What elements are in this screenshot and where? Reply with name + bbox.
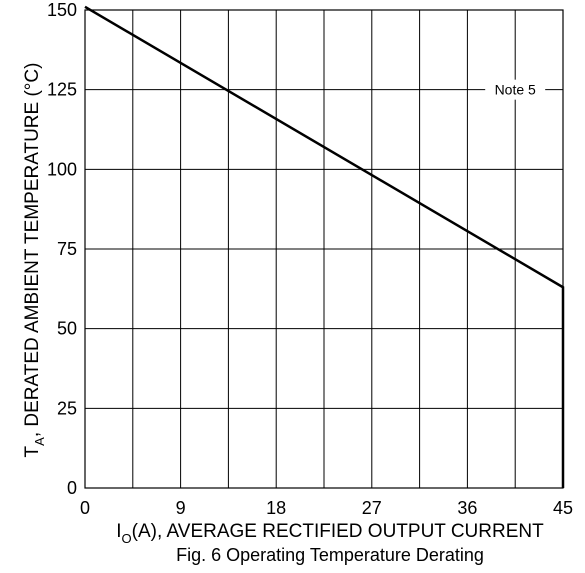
y-tick-label: 50 (57, 319, 77, 339)
x-tick-label: 0 (80, 498, 90, 518)
chart-title: Fig. 6 Operating Temperature Derating (176, 545, 484, 565)
chart-frame (84, 9, 564, 489)
x-axis-title-main: I (116, 521, 121, 542)
x-axis-title-subscript: O (122, 531, 132, 546)
x-tick-label: 36 (457, 498, 477, 518)
y-tick-label: 150 (47, 0, 77, 20)
annotation-note: Note 5 (495, 82, 536, 98)
x-axis-title: IO(A), AVERAGE RECTIFIED OUTPUT CURRENT (116, 521, 544, 546)
y-tick-label: 125 (47, 80, 77, 100)
x-axis-title-rest: (A), AVERAGE RECTIFIED OUTPUT CURRENT (132, 521, 544, 542)
y-axis-title-rest: , DERATED AMBIENT TEMPERATURE (°C) (22, 63, 43, 438)
x-tick-label: 27 (362, 498, 382, 518)
x-tick-label: 45 (553, 498, 573, 518)
y-axis-title-main: T (22, 445, 43, 457)
plot-frame (84, 9, 564, 489)
y-tick-label: 100 (47, 159, 77, 179)
y-tick-label: 75 (57, 239, 77, 259)
chart-tick-labels: 0 9 18 27 36 45 0 25 50 75 100 125 150 (47, 0, 573, 518)
chart-annotations: Note 5 (485, 79, 546, 100)
y-tick-label: 0 (67, 478, 77, 498)
x-tick-label: 9 (176, 498, 186, 518)
y-tick-label: 25 (57, 398, 77, 418)
y-axis-title: TA, DERATED AMBIENT TEMPERATURE (°C) (22, 63, 47, 458)
x-tick-label: 18 (266, 498, 286, 518)
annotation-background-0 (485, 79, 546, 100)
y-axis-title-subscript: A (32, 437, 47, 446)
